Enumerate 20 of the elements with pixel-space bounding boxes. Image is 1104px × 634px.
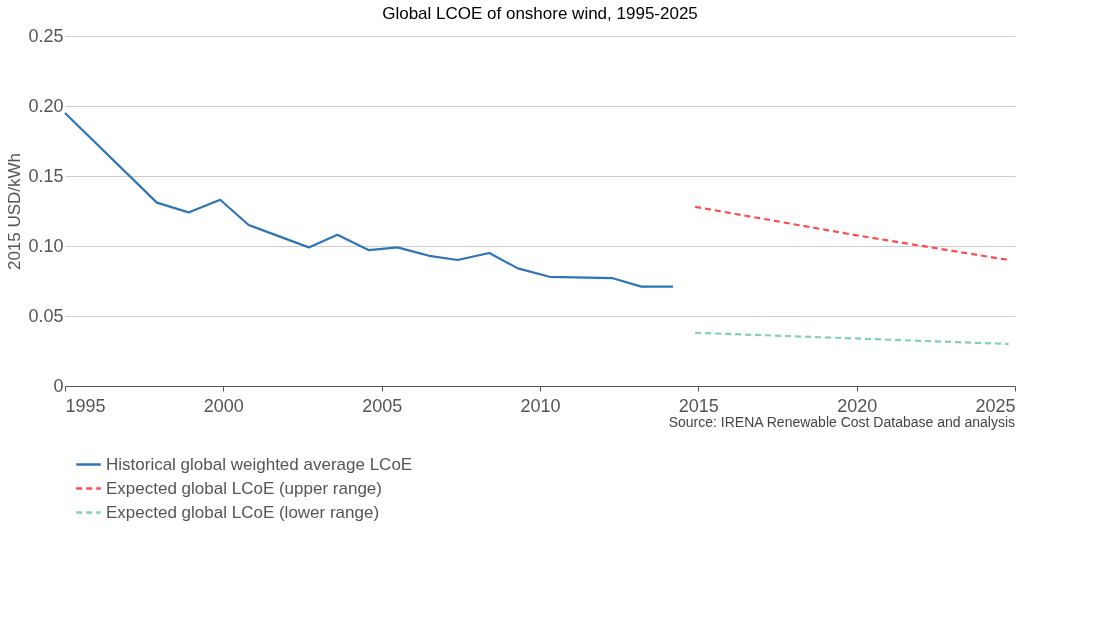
y-tick-label: 0.15 — [28, 165, 64, 186]
x-tick-label: 2020 — [837, 395, 878, 416]
y-tick-label: 0.10 — [28, 235, 64, 256]
line-series — [63, 111, 675, 288]
x-tick-label: 2005 — [362, 395, 403, 416]
legend-label: Expected global LCoE (lower range) — [106, 502, 380, 522]
x-tick-label: 2015 — [678, 395, 719, 416]
x-tick-label: 2025 — [975, 395, 1016, 416]
y-tick-label: 0.20 — [28, 95, 64, 116]
legend-label: Expected global LCoE (upper range) — [106, 478, 382, 498]
y-tick-label: 0.05 — [28, 305, 64, 326]
chart-title: Global LCOE of onshore wind, 1995-2025 — [382, 4, 698, 23]
x-tick-label: 1995 — [65, 395, 106, 416]
x-tick-label: 2010 — [520, 395, 561, 416]
y-tick-label: 0 — [53, 375, 64, 396]
source-note: Source: IRENA Renewable Cost Database and analysis — [668, 414, 1015, 430]
y-axis-title: 2015 USD/kWh — [5, 152, 25, 271]
y-tick-label: 0.25 — [28, 25, 64, 46]
legend-label: Historical global weighted average LCoE — [106, 454, 413, 474]
x-tick-label: 2000 — [203, 395, 244, 416]
